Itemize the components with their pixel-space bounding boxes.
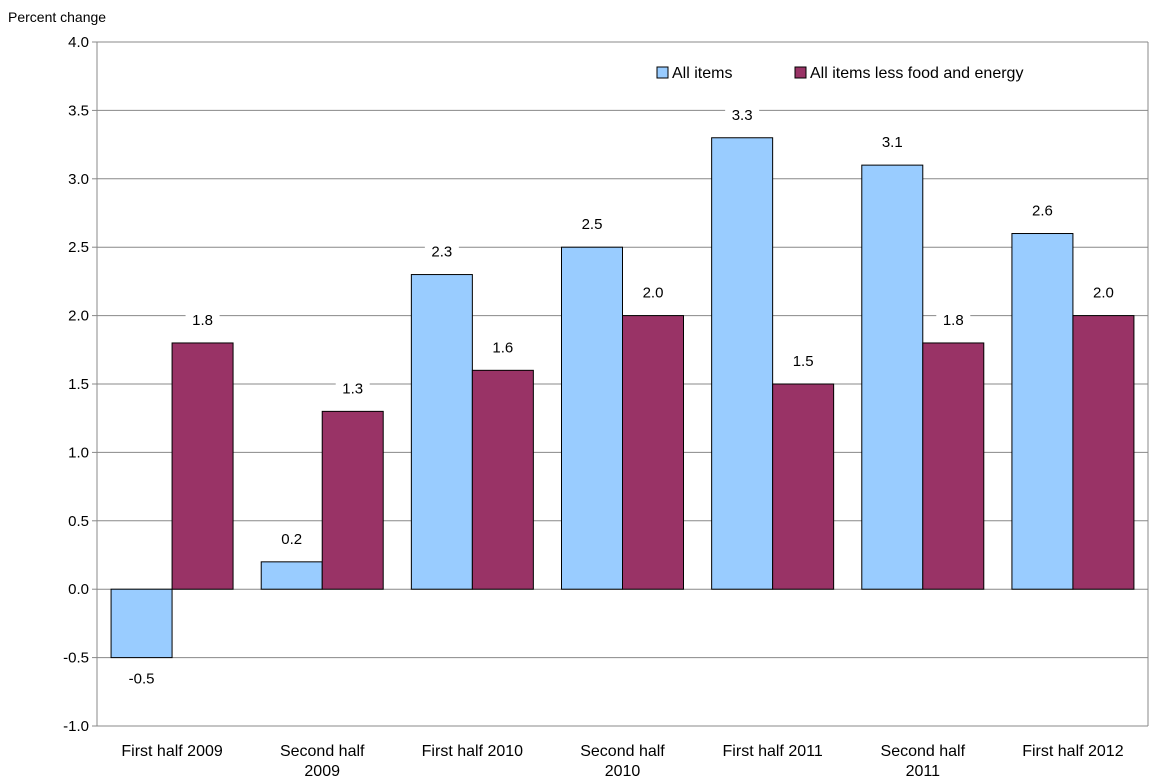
category-label-line: First half 2012 [1022,743,1123,760]
y-tick-label: -0.5 [63,650,89,667]
y-tick-label: 0.0 [68,581,89,598]
data-labels: -0.5 1.8 0.2 1.3 2.3 1.6 2.5 2.0 3.3 1.5 3.1 1.8 2.6… [124,105,1121,689]
bar [410,274,473,590]
data-label: 2.6 [1032,203,1053,220]
bar [260,561,323,590]
bar [171,342,234,590]
y-tick-label: -1.0 [63,718,89,735]
category-label-line: Second half [881,743,966,760]
bar [711,137,774,590]
category-labels: First half 2009 Second half 2009 First half… [121,743,1123,780]
data-label-background [335,379,370,399]
category-label: First half 2010 [422,743,523,760]
data-label: 1.6 [492,339,513,356]
y-tick-label: 3.5 [68,102,89,119]
data-label: -0.5 [129,671,155,688]
data-label: 1.3 [342,380,363,397]
category-label: First half 2011 [723,743,823,760]
y-tick-label: 0.5 [68,513,89,530]
category-label-line: First half 2010 [422,743,523,760]
bar [622,315,684,590]
category-label: Second half 2009 [280,743,365,780]
y-tick-label: 2.5 [68,239,89,256]
data-label: 3.3 [732,107,753,124]
category-label-line: Second half [280,743,365,760]
y-tick-label: 1.0 [68,444,89,461]
data-label: 1.8 [192,312,213,329]
y-axis-ticks: -1.0 -0.5 0.0 0.5 1.0 1.5 2.0 2.5 3.0 3.5 4.0 [63,34,89,735]
data-label: 2.5 [582,216,603,233]
bar [561,246,623,590]
data-label: 2.3 [431,244,452,261]
data-label-background [936,310,971,330]
legend: All items All items less food and energy [646,55,1076,89]
data-label-background [786,352,821,371]
data-label-background [875,133,910,153]
bar [321,410,384,590]
legend-swatch [794,66,807,79]
category-label: First half 2012 [1022,743,1123,760]
category-label: Second half 2010 [580,743,665,780]
category-label-line: First half 2011 [723,743,823,760]
data-label-background [636,283,670,303]
bar [861,164,924,590]
data-label-background [274,529,309,549]
data-label: 1.8 [943,312,964,329]
legend-background [646,55,1076,89]
data-label-background [1086,283,1121,303]
bar [1011,233,1074,590]
category-label: First half 2009 [121,743,222,760]
bar [110,588,173,659]
y-tick-label: 2.0 [68,308,89,325]
data-label: 2.0 [643,285,664,302]
bar [471,369,534,590]
data-label: 2.0 [1093,285,1114,302]
bar [922,342,985,590]
category-label-line: First half 2009 [121,743,222,760]
category-label-line: Second half [580,743,665,760]
data-label-background [1025,201,1060,221]
y-tick-label: 4.0 [68,34,89,51]
y-axis-title: Percent change [8,9,106,25]
legend-label: All items less food and energy [810,65,1023,82]
category-label-line: 2011 [906,763,941,780]
category-label-line: 2010 [605,763,641,780]
legend-label: All items [672,65,732,82]
y-tick-label: 3.0 [68,171,89,188]
data-label-background [185,310,220,330]
data-label-background [424,242,459,262]
data-label-background [725,105,760,125]
bars [110,137,1135,659]
data-label: 3.1 [882,134,903,151]
data-label: 0.2 [281,531,302,548]
category-label-line: 2009 [304,763,340,780]
data-label: 1.5 [793,353,814,370]
data-label-background [575,215,609,235]
bar [1072,315,1135,590]
bar [772,383,835,590]
category-label: Second half 2011 [881,743,966,780]
data-label-background [485,338,520,358]
data-label-background [124,669,159,689]
y-tick-label: 1.5 [68,376,89,393]
legend-swatch [656,66,669,79]
